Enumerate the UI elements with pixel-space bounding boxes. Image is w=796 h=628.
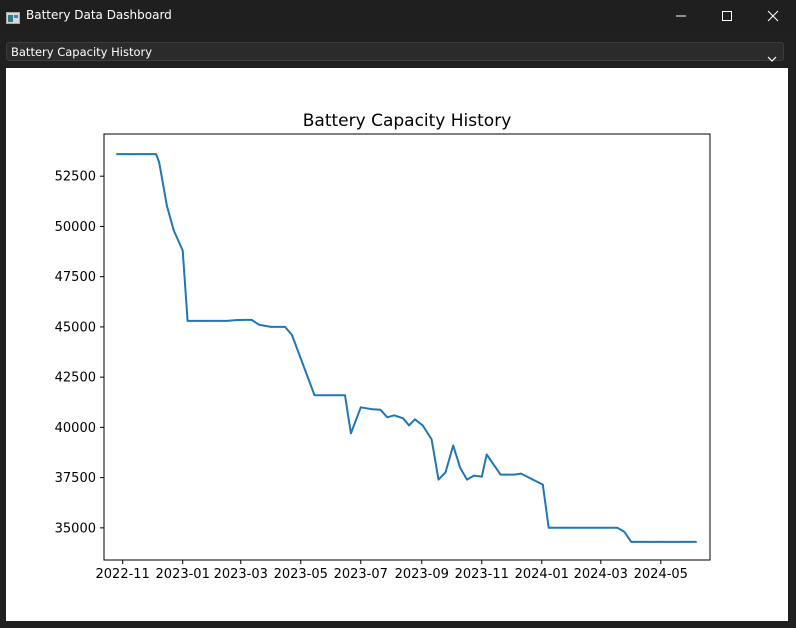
x-tick-label: 2023-07 (334, 567, 388, 582)
data-point (226, 320, 228, 322)
data-point (473, 474, 475, 477)
data-point (459, 466, 461, 469)
data-point (481, 475, 483, 478)
data-point (135, 153, 138, 155)
data-point (695, 541, 697, 543)
data-point (485, 453, 488, 456)
close-button[interactable] (750, 0, 796, 32)
title-bar: Battery Data Dashboard (0, 0, 796, 32)
x-tick-label: 2023-09 (395, 567, 449, 582)
data-point (444, 471, 447, 474)
data-point (421, 424, 424, 427)
data-point (520, 472, 522, 475)
x-tick-label: 2023-03 (214, 567, 268, 582)
data-point (116, 153, 118, 155)
data-point (542, 483, 544, 486)
data-point (235, 319, 237, 321)
data-point (125, 153, 128, 155)
y-tick-label: 40000 (55, 421, 96, 436)
data-point (630, 541, 633, 543)
data-point (250, 319, 253, 321)
data-point (466, 478, 468, 481)
data-point (402, 417, 404, 420)
data-point (360, 406, 362, 409)
data-point (616, 527, 619, 529)
data-point (499, 473, 502, 476)
app-window-icon (6, 9, 20, 24)
data-point (284, 326, 286, 328)
x-tick-label: 2023-01 (156, 567, 210, 582)
chart-canvas: Battery Capacity History 2022-11 2023-01 2… (6, 68, 788, 621)
data-point (158, 161, 160, 163)
minimize-button[interactable] (658, 0, 704, 32)
data-point (166, 205, 168, 208)
data-point (313, 394, 316, 397)
data-point (393, 414, 396, 417)
data-point (371, 408, 374, 411)
dropdown-selected-value: Battery Capacity History (11, 45, 153, 59)
data-point (243, 319, 246, 321)
data-point (386, 416, 389, 419)
data-point (350, 432, 352, 435)
capacity-chart: Battery Capacity History 2022-11 2023-01 2… (55, 111, 711, 582)
minimize-icon (675, 10, 687, 22)
chart-selector-dropdown[interactable]: Battery Capacity History (6, 42, 784, 62)
maximize-button[interactable] (704, 0, 750, 32)
y-tick-label: 35000 (55, 521, 96, 536)
y-tick-label: 37500 (55, 471, 96, 486)
y-tick-label: 47500 (55, 270, 96, 285)
y-tick-label: 52500 (55, 170, 96, 185)
data-point (547, 527, 550, 529)
x-tick-label: 2023-11 (455, 567, 509, 582)
x-tick-label: 2023-05 (274, 567, 328, 582)
data-point (437, 478, 440, 481)
data-point (651, 541, 653, 543)
data-point (155, 153, 157, 155)
data-point (452, 444, 455, 447)
data-point (145, 153, 148, 155)
data-point (408, 424, 410, 427)
x-tick-label: 2024-05 (634, 567, 688, 582)
chart-title: Battery Capacity History (303, 111, 512, 131)
maximize-icon (721, 10, 733, 22)
data-point (664, 541, 667, 543)
y-tick-label: 45000 (55, 320, 96, 335)
data-point (202, 320, 205, 322)
data-point (561, 527, 564, 529)
data-point (678, 541, 681, 543)
data-point (589, 527, 591, 529)
data-point (186, 320, 189, 322)
x-tick-label: 2024-01 (515, 567, 569, 582)
plot-frame (103, 133, 711, 561)
data-point (270, 326, 273, 328)
data-point (344, 394, 346, 397)
y-tick-label: 42500 (55, 371, 96, 386)
data-point (181, 249, 184, 252)
window-title: Battery Data Dashboard (26, 8, 172, 22)
y-tick-label: 50000 (55, 220, 96, 235)
x-tick-label: 2022-11 (96, 567, 150, 582)
data-point (414, 418, 416, 421)
data-point (575, 527, 577, 529)
data-point (291, 334, 293, 336)
capacity-series-line (116, 153, 697, 543)
data-point (603, 527, 605, 529)
data-point (258, 324, 261, 326)
data-point (430, 438, 433, 441)
data-point (623, 531, 626, 533)
data-point (173, 229, 175, 232)
close-icon (767, 10, 779, 22)
x-tick-label: 2024-03 (574, 567, 628, 582)
chevron-down-icon (767, 48, 777, 67)
data-point (513, 473, 515, 476)
data-point (379, 408, 382, 411)
